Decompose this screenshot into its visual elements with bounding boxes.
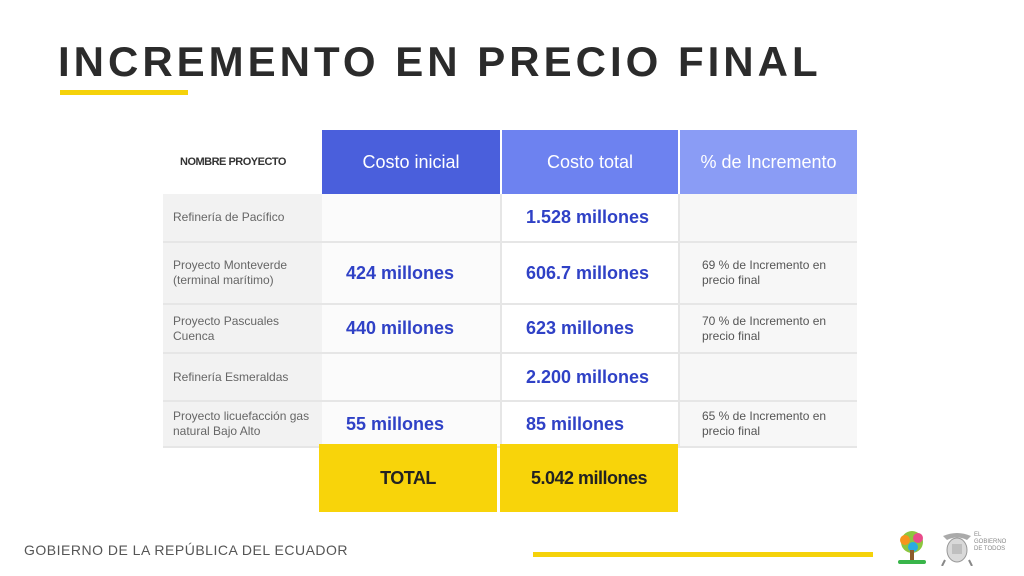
- title-underline: [60, 90, 188, 95]
- increment: [678, 354, 857, 400]
- project-name: Proyecto licuefacción gas natural Bajo A…: [163, 402, 322, 446]
- total-value: 5.042 millones: [500, 444, 678, 512]
- page-title: INCREMENTO EN PRECIO FINAL: [58, 38, 822, 85]
- header-total-cost: Costo total: [500, 130, 678, 194]
- initial-cost-value: 440 millones: [346, 318, 455, 338]
- total-label: TOTAL: [319, 444, 497, 512]
- increment: 69 % de Incremento en precio final: [678, 243, 857, 303]
- table-row: Proyecto Pascuales Cuenca 440 millones 6…: [163, 305, 857, 354]
- project-name: Refinería de Pacífico: [163, 194, 322, 241]
- total-cost-value: 1.528 millones: [526, 207, 650, 227]
- total-cost: 606.7 millones: [500, 243, 678, 303]
- footer-government-text: GOBIERNO DE LA REPÚBLICA DEL ECUADOR: [24, 542, 349, 558]
- total-cost-value: 623 millones: [526, 318, 635, 338]
- total-cost: 623 millones: [500, 305, 678, 352]
- header-project-name: NOMBRE PROYECTO: [163, 130, 322, 194]
- table-row: Refinería Esmeraldas 2.200 millones: [163, 354, 857, 402]
- table-row: Proyecto licuefacción gas natural Bajo A…: [163, 402, 857, 448]
- header-initial-cost: Costo inicial: [322, 130, 500, 194]
- total-cost: 2.200 millones: [500, 354, 678, 400]
- cost-table: NOMBRE PROYECTO Costo inicial Costo tota…: [163, 130, 857, 448]
- increment: [678, 194, 857, 241]
- table-row: Proyecto Monteverde (terminal marítimo) …: [163, 243, 857, 305]
- header-increment: % de Incremento: [678, 130, 857, 194]
- initial-cost: 424 millones: [322, 243, 500, 303]
- total-cost-value: 2.200 millones: [526, 366, 650, 387]
- project-name: Refinería Esmeraldas: [163, 354, 322, 400]
- total-cost-value: 85 millones: [526, 413, 625, 434]
- logo-caption: EL GOBIERNO DE TODOS: [974, 532, 1007, 552]
- coat-of-arms-icon: [941, 533, 973, 566]
- buen-vivir-tree-logo-icon: [898, 531, 926, 564]
- increment: 70 % de Incremento en precio final: [678, 305, 857, 352]
- initial-cost-value: 424 millones: [346, 262, 455, 283]
- initial-cost-value: 55 millones: [346, 413, 445, 434]
- project-name: Proyecto Pascuales Cuenca: [163, 305, 322, 352]
- table-header-row: NOMBRE PROYECTO Costo inicial Costo tota…: [163, 130, 857, 194]
- project-name: Proyecto Monteverde (terminal marítimo): [163, 243, 322, 303]
- total-cost: 1.528 millones: [500, 194, 678, 241]
- total-cost: 85 millones: [500, 402, 678, 446]
- total-cost-value: 606.7 millones: [526, 262, 650, 283]
- initial-cost: [322, 354, 500, 400]
- initial-cost: [322, 194, 500, 241]
- footer-underline: [533, 552, 873, 557]
- table-row: Refinería de Pacífico 1.528 millones: [163, 194, 857, 243]
- increment: 65 % de Incremento en precio final: [678, 402, 857, 446]
- initial-cost: 55 millones: [322, 402, 500, 446]
- initial-cost: 440 millones: [322, 305, 500, 352]
